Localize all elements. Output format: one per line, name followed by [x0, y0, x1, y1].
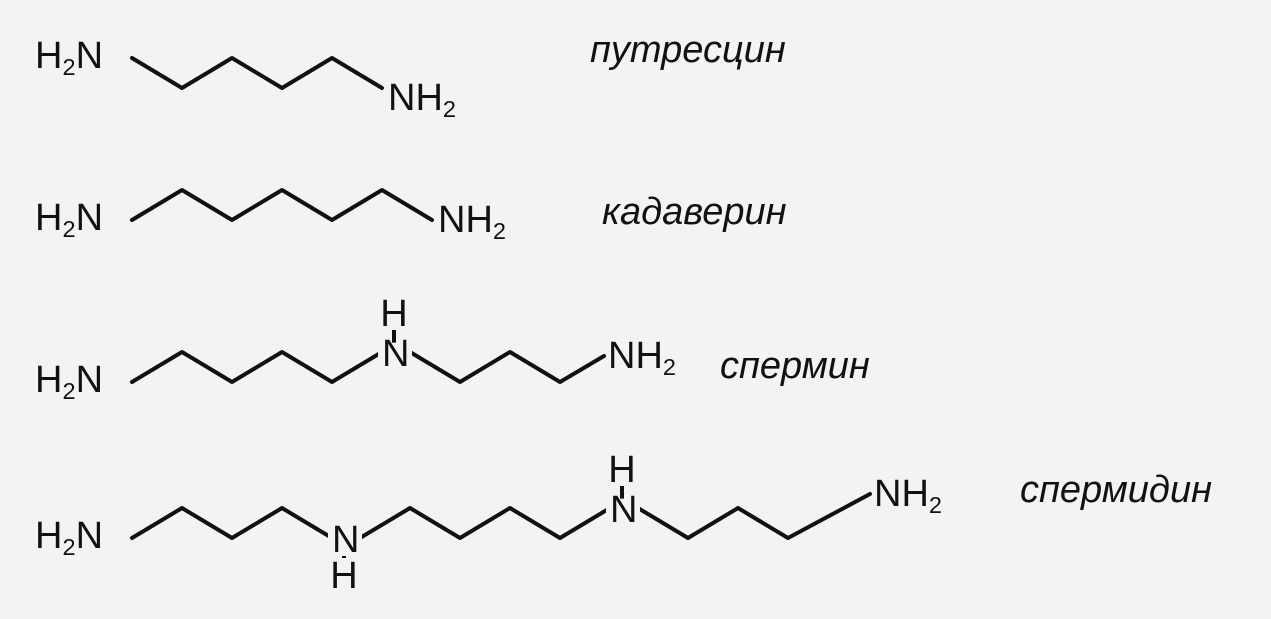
molecule-label: спермин [720, 345, 870, 387]
molecule-label: спермидин [1020, 469, 1212, 511]
carbon-chain [410, 352, 604, 382]
svg-text:H: H [608, 449, 635, 491]
nh2-end: NH2 [438, 199, 506, 244]
svg-text:H: H [380, 293, 407, 335]
nh2-end: NH2 [874, 473, 942, 518]
molecule-spermidine_like [132, 352, 604, 382]
carbon-chain [132, 58, 382, 88]
molecule-label: путресцин [590, 29, 786, 71]
nh2-end: NH2 [608, 335, 676, 380]
svg-text:H: H [330, 555, 357, 597]
molecule-cadaverine [132, 190, 432, 220]
nh2-start: H2N [35, 197, 103, 242]
carbon-chain [638, 494, 870, 538]
nh2-start: H2N [35, 515, 103, 560]
nh2-start: H2N [35, 359, 103, 404]
chemical-structures-diagram: H2NNH2путресцинH2NNH2кадаверинNHH2NNH2сп… [0, 0, 1271, 619]
carbon-chain [132, 190, 432, 220]
carbon-chain [360, 508, 610, 538]
molecule-label: кадаверин [602, 191, 787, 233]
molecule-putrescine [132, 58, 382, 88]
molecule-spermine_like [132, 494, 870, 538]
nh2-end: NH2 [388, 77, 456, 122]
nh2-start: H2N [35, 35, 103, 80]
carbon-chain [132, 352, 382, 382]
carbon-chain [132, 508, 332, 538]
